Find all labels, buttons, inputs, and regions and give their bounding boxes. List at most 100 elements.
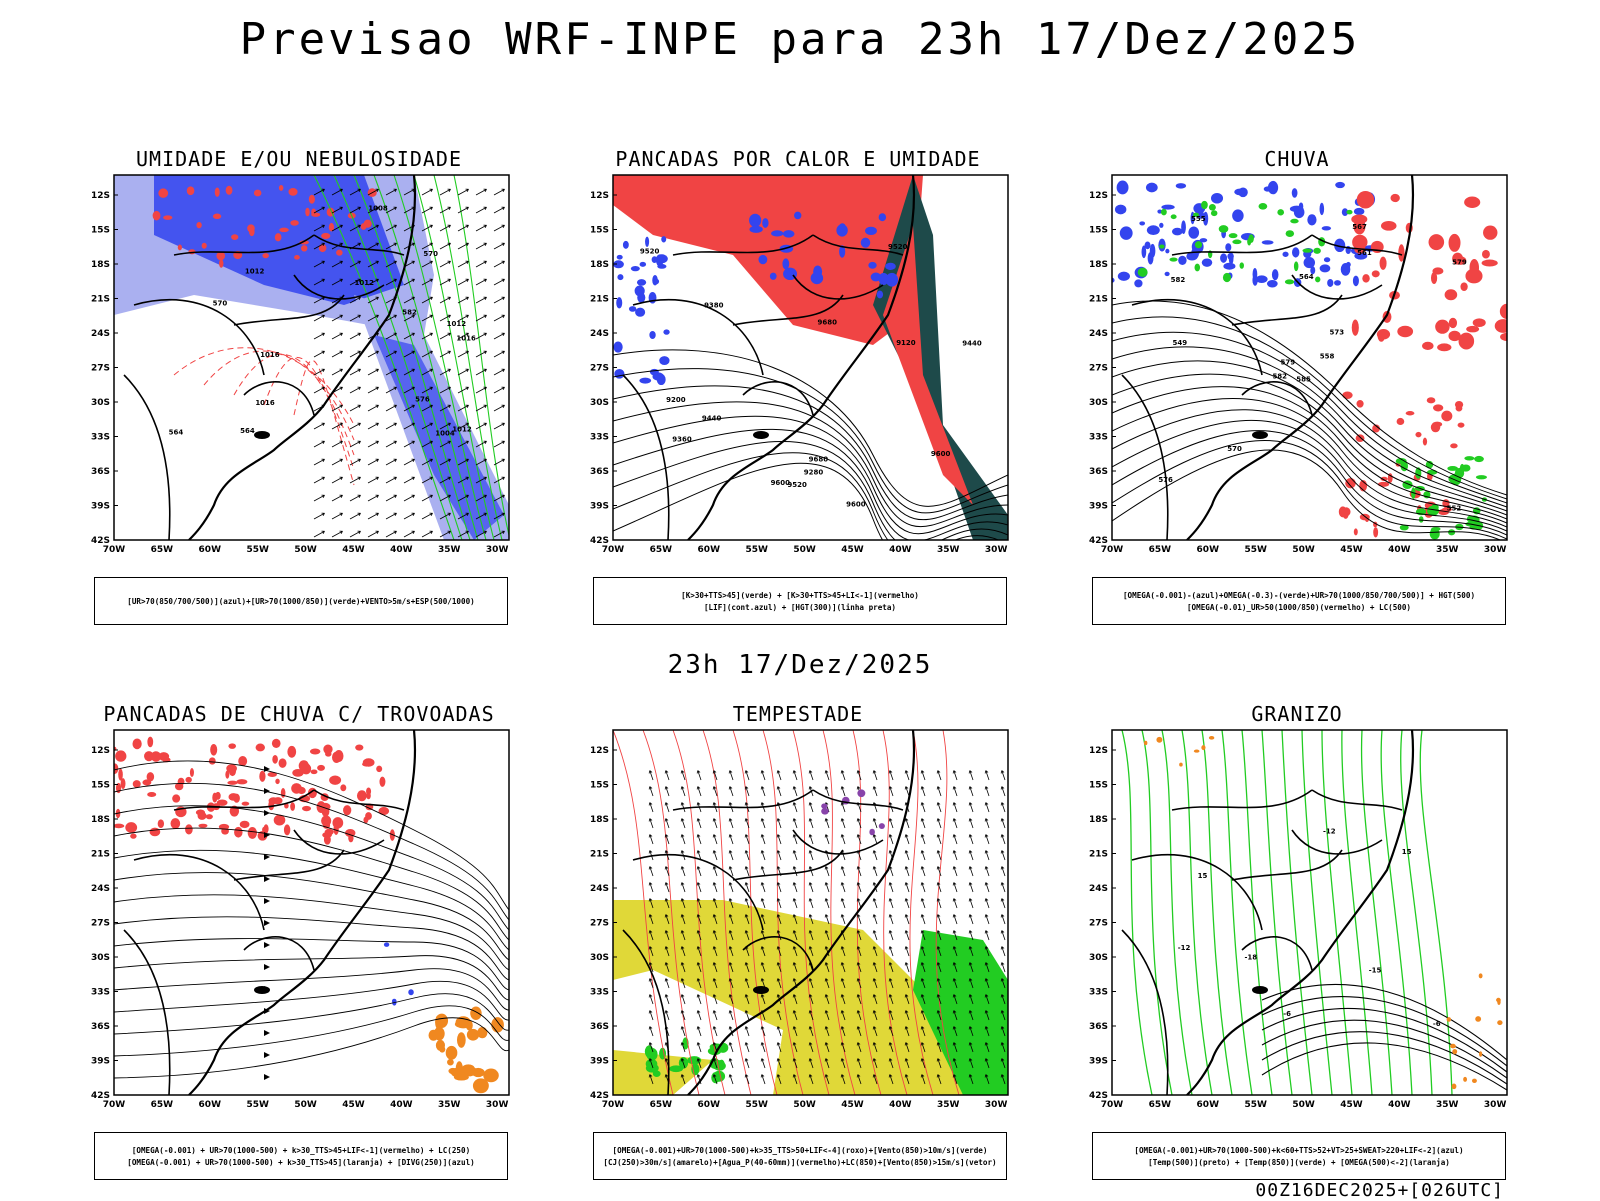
humidity-contour xyxy=(353,175,471,540)
wind-vector xyxy=(776,1026,781,1030)
wind-vector xyxy=(904,866,909,870)
wind-vector xyxy=(457,440,469,448)
wind-vector xyxy=(744,1042,749,1046)
wind-vector xyxy=(357,224,361,229)
wind-vector xyxy=(483,296,487,301)
wind-vector xyxy=(904,770,909,774)
wind-vector xyxy=(936,834,941,838)
wind-vector xyxy=(681,818,686,829)
omega-area xyxy=(1145,182,1158,193)
lat-label: 12S xyxy=(590,191,609,201)
wind-vector xyxy=(411,440,415,445)
contour-label: 576 xyxy=(415,396,430,404)
wind-vector xyxy=(921,1042,926,1053)
wind-vector xyxy=(985,770,990,781)
wind-vector xyxy=(760,946,765,950)
wind-vector xyxy=(888,802,893,806)
lat-label: 21S xyxy=(1089,295,1108,305)
wind-vector xyxy=(760,898,765,902)
wind-vector xyxy=(777,930,782,941)
wind-vector xyxy=(777,1010,782,1021)
lat-label: 39S xyxy=(590,502,609,512)
wind-vector xyxy=(808,994,813,998)
wind-vector xyxy=(501,224,505,229)
wind-vector xyxy=(776,786,781,790)
thickness-contour xyxy=(363,219,372,228)
wind-vector xyxy=(493,512,505,520)
rain-area xyxy=(1422,437,1428,446)
wind-vector xyxy=(339,278,343,283)
wind-vector xyxy=(793,866,798,877)
omega-strong xyxy=(1232,239,1242,245)
wind-vector xyxy=(313,332,325,340)
wind-vector xyxy=(457,206,469,214)
wind-vector xyxy=(872,930,877,934)
wind-vector xyxy=(825,1058,830,1069)
geopotential-line xyxy=(1112,300,1507,496)
lif-contour xyxy=(749,225,763,233)
wind-vector xyxy=(888,898,893,902)
wind-vector xyxy=(985,962,990,973)
wind-vector xyxy=(475,368,487,376)
contour-label: 9440 xyxy=(702,415,722,423)
streamline xyxy=(114,894,509,971)
omega-500 xyxy=(1201,745,1206,751)
wind-vector xyxy=(904,994,909,998)
rain-area xyxy=(1435,319,1450,334)
wind-vector xyxy=(696,850,701,854)
wind-vector xyxy=(857,994,862,1005)
wind-vector xyxy=(439,224,451,232)
lif-contour xyxy=(870,272,882,282)
wind-vector xyxy=(664,818,669,822)
wind-vector xyxy=(936,818,941,822)
wind-vector xyxy=(904,834,909,838)
lif-contour xyxy=(657,263,667,269)
wind-vector xyxy=(465,512,469,517)
wind-vector xyxy=(936,1026,941,1030)
wind-vector xyxy=(465,422,469,427)
wind-vector xyxy=(429,440,433,445)
legend-box: [UR>70(850/700/500)](azul)+[UR>70(1000/8… xyxy=(94,577,508,625)
lat-label: 18S xyxy=(91,815,110,825)
wind-vector xyxy=(920,978,925,982)
geopotential-line xyxy=(613,368,1008,514)
wind-vector xyxy=(872,1026,877,1030)
wind-vector xyxy=(953,962,958,973)
wind-vector xyxy=(411,332,415,337)
wind-vector xyxy=(367,350,379,358)
wind-vector xyxy=(483,260,487,265)
lon-label: 30W xyxy=(1484,545,1507,555)
wind-vector xyxy=(465,386,469,391)
wind-vector xyxy=(728,1010,733,1014)
wind-vector xyxy=(760,802,765,806)
wind-vector xyxy=(367,242,379,250)
wind-vector xyxy=(649,802,654,813)
wind-vector xyxy=(841,946,846,957)
wind-vector xyxy=(648,850,653,854)
wind-vector xyxy=(339,242,343,247)
thickness-contour xyxy=(158,188,169,198)
wind-vector xyxy=(1000,994,1005,998)
wind-vector xyxy=(729,770,734,781)
wind-vector xyxy=(649,1026,654,1037)
storm-area xyxy=(356,790,367,802)
wind-vector xyxy=(696,1042,701,1046)
wind-vector xyxy=(808,834,813,838)
wind-vector xyxy=(680,898,685,902)
lat-label: 27S xyxy=(91,364,110,374)
wind-vector xyxy=(712,962,717,966)
wind-vector xyxy=(665,914,670,925)
thickness-line xyxy=(173,347,355,426)
wind-vector xyxy=(429,368,433,373)
wind-vector xyxy=(403,422,415,430)
wind-vector xyxy=(465,242,469,247)
omega-strong xyxy=(1427,505,1439,516)
wind-vector xyxy=(905,930,910,941)
wind-vector xyxy=(952,1074,957,1078)
lon-label: 45W xyxy=(342,545,365,555)
wind-vector xyxy=(728,914,733,918)
lon-label: 50W xyxy=(294,1100,317,1110)
storm-area xyxy=(205,814,213,820)
wind-vector xyxy=(457,422,469,430)
temperature-500 xyxy=(1261,1031,1507,1085)
